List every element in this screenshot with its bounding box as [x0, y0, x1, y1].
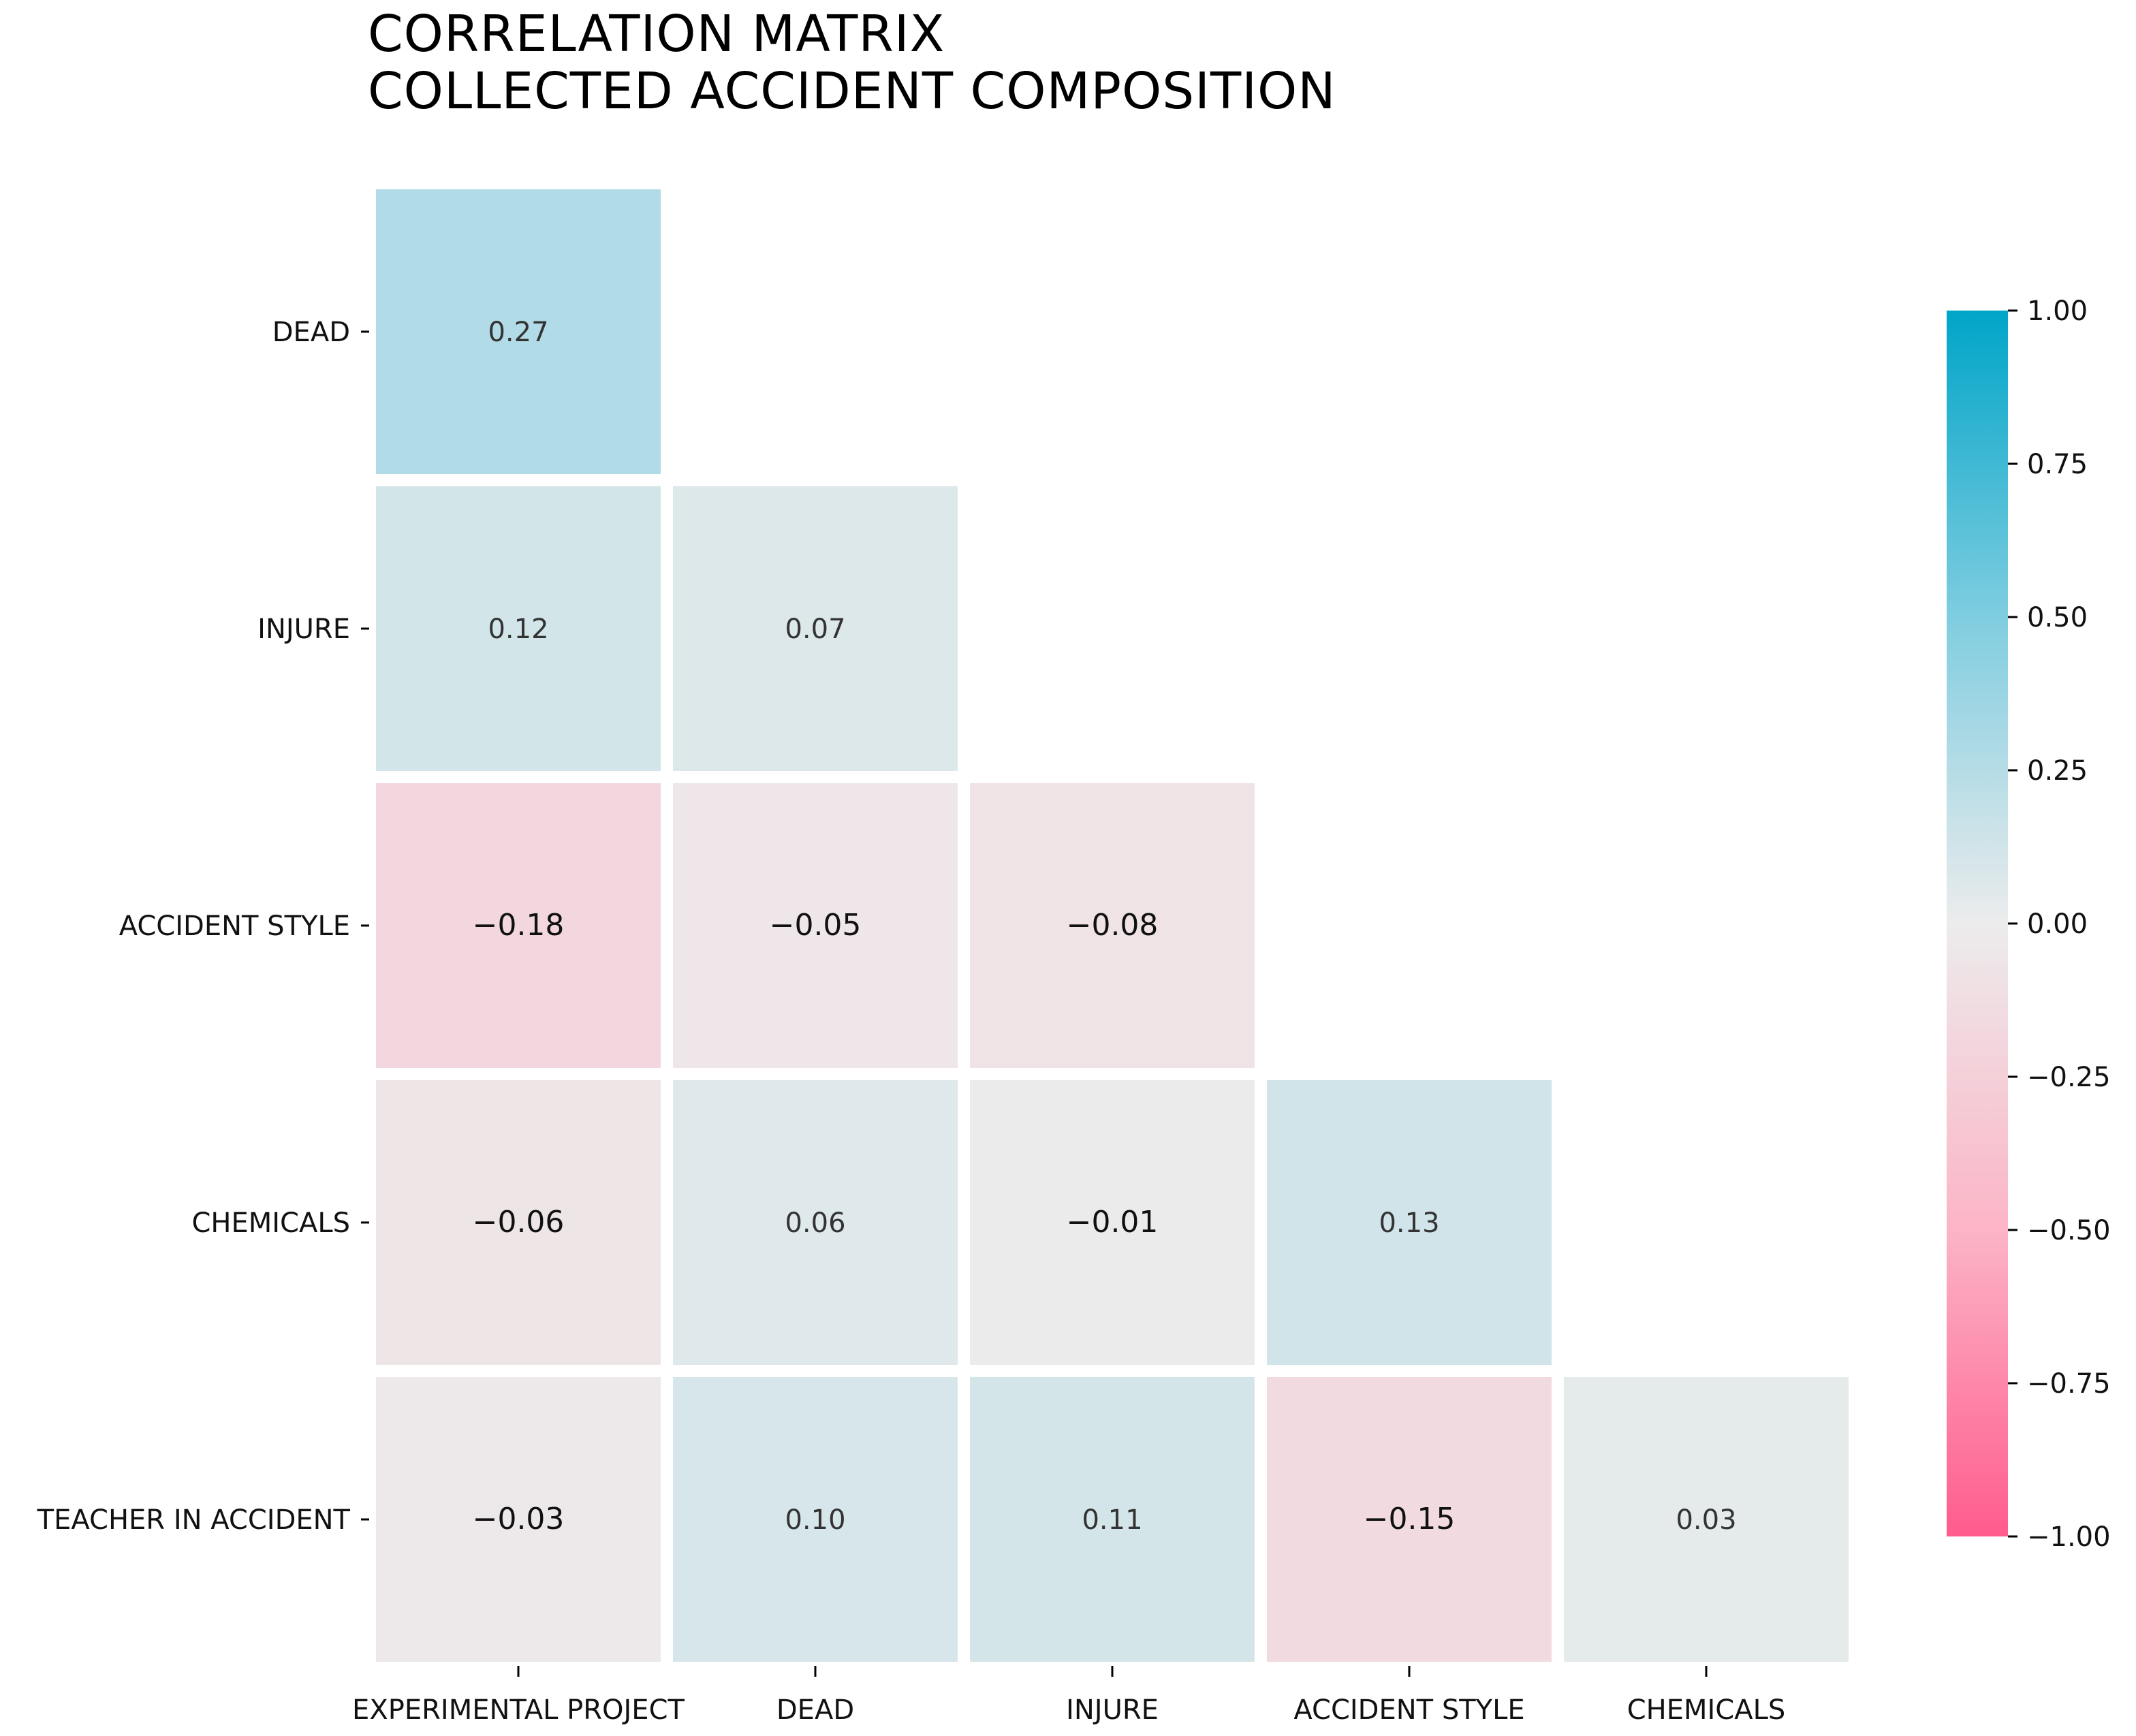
- cell-value-label: 0.13: [1379, 1208, 1439, 1239]
- heatmap-cell: [376, 486, 661, 771]
- heatmap-cell: [673, 486, 958, 771]
- colorbar-tick-label: 0.75: [2027, 449, 2088, 480]
- colorbar-tick-label: −0.75: [2027, 1368, 2111, 1400]
- heatmap-cell: [970, 1377, 1255, 1662]
- heatmap-cell: [673, 1080, 958, 1365]
- cell-value-label: 0.12: [488, 614, 548, 645]
- colorbar-tick-label: 1.00: [2027, 296, 2088, 327]
- colorbar: 1.00 0.75 0.50 0.25 0.00 −0.25 −0.50 −0.75 −1.00: [1947, 296, 2111, 1553]
- x-tick-label: CHEMICALS: [1627, 1694, 1786, 1726]
- heatmap-cells: 0.27 0.12 0.07 −0.18 −0.05 −0.08 −0.06 0.06 −0.0…: [376, 189, 1849, 1662]
- heatmap-cell: [673, 1377, 958, 1662]
- y-tick-label: ACCIDENT STYLE: [119, 911, 350, 942]
- chart-title: CORRELATION MATRIX COLLECTED ACCIDENT CO…: [368, 5, 1336, 120]
- x-tick-label: ACCIDENT STYLE: [1293, 1694, 1524, 1726]
- y-tick-label: TEACHER IN ACCIDENT: [37, 1504, 351, 1536]
- cell-value-label: −0.08: [1067, 908, 1159, 943]
- heatmap-cell: [1267, 1377, 1552, 1662]
- colorbar-tick-label: 0.00: [2027, 909, 2088, 940]
- colorbar-gradient: [1947, 311, 2008, 1536]
- cell-value-label: −0.18: [473, 908, 565, 943]
- x-axis: EXPERIMENTAL PROJECT DEAD INJURE ACCIDENT S…: [352, 1666, 1785, 1726]
- cell-value-label: −0.06: [473, 1205, 565, 1240]
- heatmap-cell: [376, 783, 661, 1068]
- heatmap-cell: [673, 783, 958, 1068]
- colorbar-tick-label: 0.50: [2027, 602, 2088, 633]
- colorbar-tick-label: −1.00: [2027, 1521, 2111, 1553]
- heatmap-cell: [1267, 1080, 1552, 1365]
- y-tick-label: INJURE: [257, 614, 350, 645]
- cell-value-label: 0.06: [785, 1208, 845, 1239]
- cell-value-label: −0.03: [473, 1502, 565, 1536]
- chart-title-line-2: COLLECTED ACCIDENT COMPOSITION: [368, 62, 1336, 121]
- cell-value-label: 0.07: [785, 614, 845, 645]
- heatmap-cell: [970, 1080, 1255, 1365]
- x-tick-label: INJURE: [1066, 1694, 1159, 1726]
- chart-title-line-1: CORRELATION MATRIX: [368, 5, 945, 63]
- cell-value-label: 0.03: [1676, 1504, 1736, 1536]
- y-tick-label: CHEMICALS: [191, 1208, 350, 1239]
- cell-value-label: −0.01: [1067, 1205, 1159, 1240]
- heatmap-cell: [376, 1080, 661, 1365]
- x-tick-label: EXPERIMENTAL PROJECT: [352, 1694, 685, 1726]
- cell-value-label: 0.10: [785, 1504, 845, 1536]
- y-tick-label: DEAD: [272, 317, 350, 348]
- heatmap-cell: [376, 189, 661, 474]
- colorbar-tick-label: −0.25: [2027, 1062, 2111, 1093]
- colorbar-tick-label: −0.50: [2027, 1215, 2111, 1246]
- x-tick-label: DEAD: [776, 1694, 854, 1726]
- heatmap-cell: [376, 1377, 661, 1662]
- heatmap-cell: [1564, 1377, 1849, 1662]
- cell-value-label: 0.27: [488, 317, 548, 348]
- colorbar-tick-label: 0.25: [2027, 755, 2088, 787]
- heatmap-cell: [970, 783, 1255, 1068]
- y-axis: DEAD INJURE ACCIDENT STYLE CHEMICALS TEACHER…: [37, 317, 369, 1536]
- cell-value-label: −0.15: [1364, 1502, 1456, 1536]
- cell-value-label: −0.05: [770, 908, 862, 943]
- cell-value-label: 0.11: [1082, 1504, 1142, 1536]
